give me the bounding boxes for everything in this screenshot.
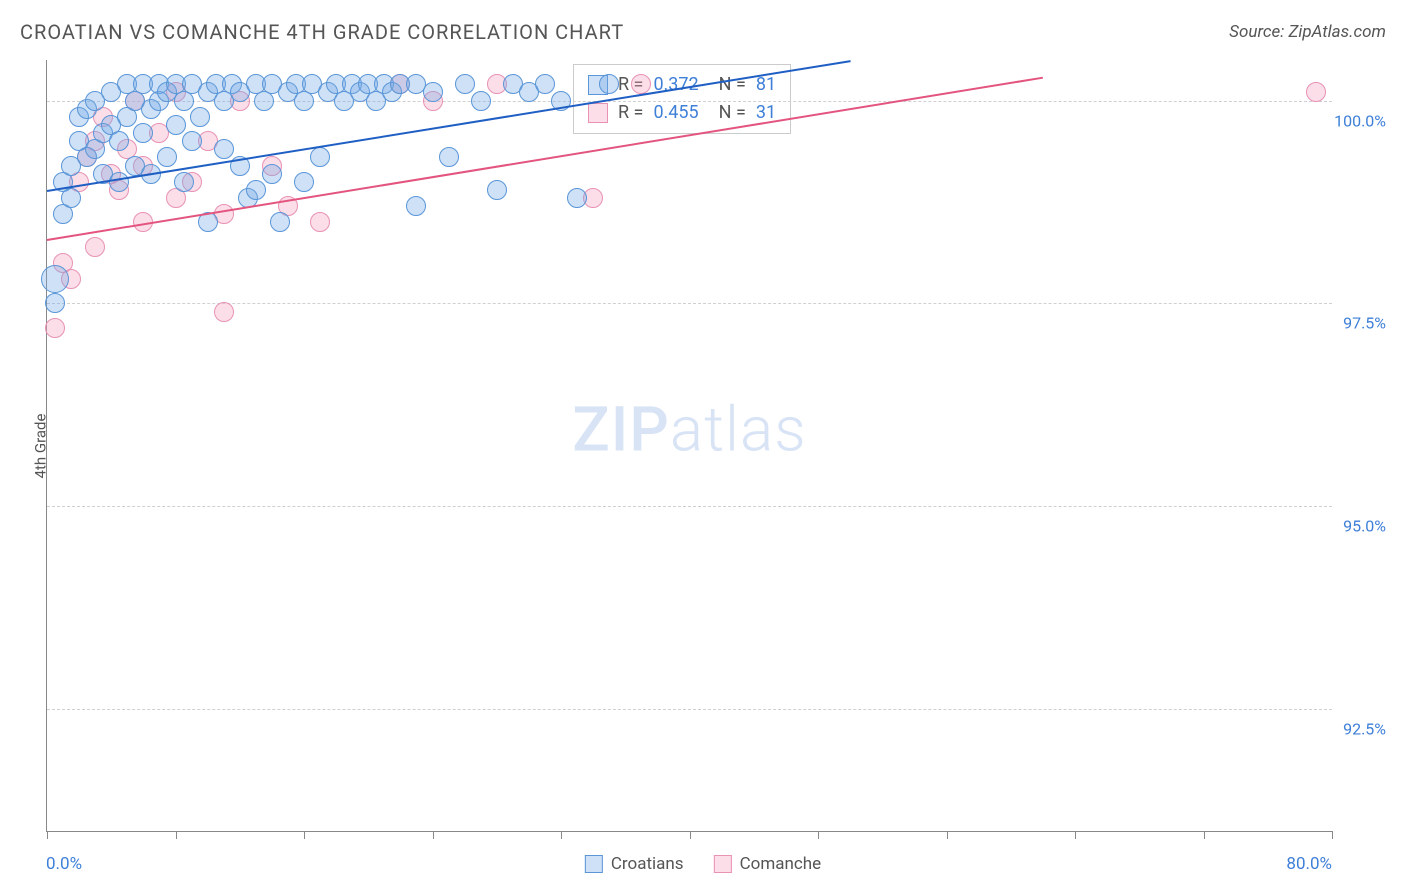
- scatter-point-series1: [61, 188, 81, 208]
- stats-row-series2: R = 0.455 N = 31: [588, 99, 776, 127]
- chart-container: ZIPatlas R = 0.372 N = 81 R = 0.455 N = …: [46, 60, 1386, 832]
- x-tick: [561, 831, 562, 839]
- r-value-series2: 0.455: [653, 99, 698, 127]
- scatter-point-series1: [109, 172, 129, 192]
- scatter-point-series1: [439, 147, 459, 167]
- scatter-point-series1: [133, 123, 153, 143]
- legend-label-series2: Comanche: [740, 854, 822, 874]
- x-tick: [1204, 831, 1205, 839]
- scatter-point-series1: [567, 188, 587, 208]
- scatter-point-series2: [45, 318, 65, 338]
- y-tick-label: 97.5%: [1343, 314, 1386, 333]
- plot-area: ZIPatlas R = 0.372 N = 81 R = 0.455 N = …: [46, 60, 1332, 832]
- source-label: Source: ZipAtlas.com: [1229, 22, 1386, 42]
- scatter-point-series1: [423, 82, 443, 102]
- scatter-point-series1: [166, 115, 186, 135]
- scatter-point-series1: [535, 74, 555, 94]
- scatter-point-series1: [45, 293, 65, 313]
- watermark: ZIPatlas: [572, 394, 806, 467]
- scatter-point-series1: [471, 91, 491, 111]
- legend-item-series1: Croatians: [585, 854, 684, 874]
- scatter-point-series1: [190, 107, 210, 127]
- scatter-point-series1: [270, 212, 290, 232]
- scatter-point-series1: [214, 139, 234, 159]
- bottom-legend: Croatians Comanche: [585, 854, 821, 874]
- gridline: [47, 303, 1332, 304]
- r-label: R =: [618, 99, 643, 127]
- scatter-point-series1: [262, 164, 282, 184]
- scatter-point-series1: [182, 131, 202, 151]
- gridline: [47, 506, 1332, 507]
- x-axis-min-label: 0.0%: [46, 854, 82, 874]
- scatter-point-series1: [109, 131, 129, 151]
- x-tick: [304, 831, 305, 839]
- x-tick: [690, 831, 691, 839]
- legend-swatch-series2-icon: [588, 103, 608, 123]
- scatter-point-series2: [631, 74, 651, 94]
- x-tick: [433, 831, 434, 839]
- scatter-point-series2: [85, 237, 105, 257]
- scatter-point-series1: [246, 180, 266, 200]
- scatter-point-series2: [214, 302, 234, 322]
- scatter-point-series1: [406, 196, 426, 216]
- chart-title: CROATIAN VS COMANCHE 4TH GRADE CORRELATI…: [20, 20, 624, 44]
- x-tick: [47, 831, 48, 839]
- y-tick-label: 100.0%: [1334, 111, 1386, 130]
- x-tick: [176, 831, 177, 839]
- scatter-point-series2: [1306, 82, 1326, 102]
- scatter-point-series1: [157, 147, 177, 167]
- x-tick: [818, 831, 819, 839]
- scatter-point-series1: [487, 180, 507, 200]
- scatter-point-series1: [310, 147, 330, 167]
- n-label: N =: [719, 99, 746, 127]
- x-tick: [947, 831, 948, 839]
- scatter-point-series1: [294, 172, 314, 192]
- scatter-point-series1: [174, 172, 194, 192]
- x-tick: [1075, 831, 1076, 839]
- n-label: N =: [719, 71, 746, 99]
- legend-label-series1: Croatians: [611, 854, 684, 874]
- scatter-point-series1: [455, 74, 475, 94]
- y-tick-label: 95.0%: [1343, 517, 1386, 536]
- gridline: [47, 709, 1332, 710]
- scatter-point-series2: [310, 212, 330, 232]
- x-axis-max-label: 80.0%: [1286, 854, 1332, 874]
- scatter-point-series1: [599, 74, 619, 94]
- x-tick: [1332, 831, 1333, 839]
- y-tick-label: 92.5%: [1343, 720, 1386, 739]
- legend-swatch-icon: [714, 855, 732, 873]
- legend-item-series2: Comanche: [714, 854, 822, 874]
- legend-swatch-icon: [585, 855, 603, 873]
- scatter-point-series1: [41, 265, 69, 293]
